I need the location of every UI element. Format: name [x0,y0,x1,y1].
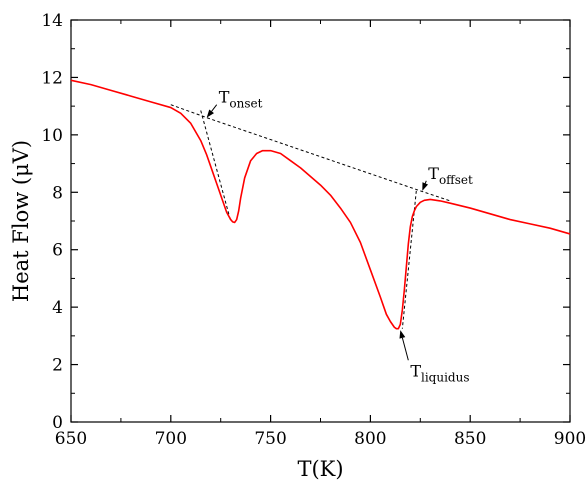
x-tick-label: 900 [554,429,586,449]
y-tick-label: 14 [41,11,63,31]
annotation-label: Tonset [219,88,263,111]
baseline-construction-lines [170,104,451,329]
baseline-dashed-line [200,110,232,222]
annotation-label: Toffset [428,164,473,187]
x-tick-labels: 650 700 750 800 850 900 [55,429,586,449]
y-tick-label: 4 [52,298,63,318]
plot-frame [70,19,571,423]
x-axis-title: T(K) [297,457,343,481]
annotation-arrow-head [399,330,406,339]
annotation-arrow-line [424,180,427,184]
annotation-label: Tliquidus [410,361,469,384]
series-lines [70,79,571,330]
y-tick-label: 10 [41,126,63,146]
axis-ticks [70,19,571,423]
y-tick-label: 2 [52,356,63,376]
heat-flow-series-line [70,79,571,330]
annotation-arrow-head [206,109,214,118]
y-tick-label: 8 [52,183,63,203]
annotation-arrow-line [211,104,218,112]
annotation-arrow-head [422,182,429,191]
annotations: Tonset Toffset Tliquidus [206,88,473,384]
y-tick-label: 6 [52,241,63,261]
x-tick-label: 750 [254,429,286,449]
y-tick-labels: 0 2 4 6 8 10 12 14 [41,11,63,433]
x-tick-label: 700 [155,429,187,449]
x-tick-label: 650 [55,429,87,449]
y-tick-label: 12 [41,68,63,88]
y-tick-label: 0 [52,413,63,433]
x-tick-label: 800 [354,429,386,449]
annotation-arrow-line [401,337,409,361]
y-axis-title: Heat Flow (μV) [9,140,33,302]
x-tick-label: 850 [454,429,486,449]
